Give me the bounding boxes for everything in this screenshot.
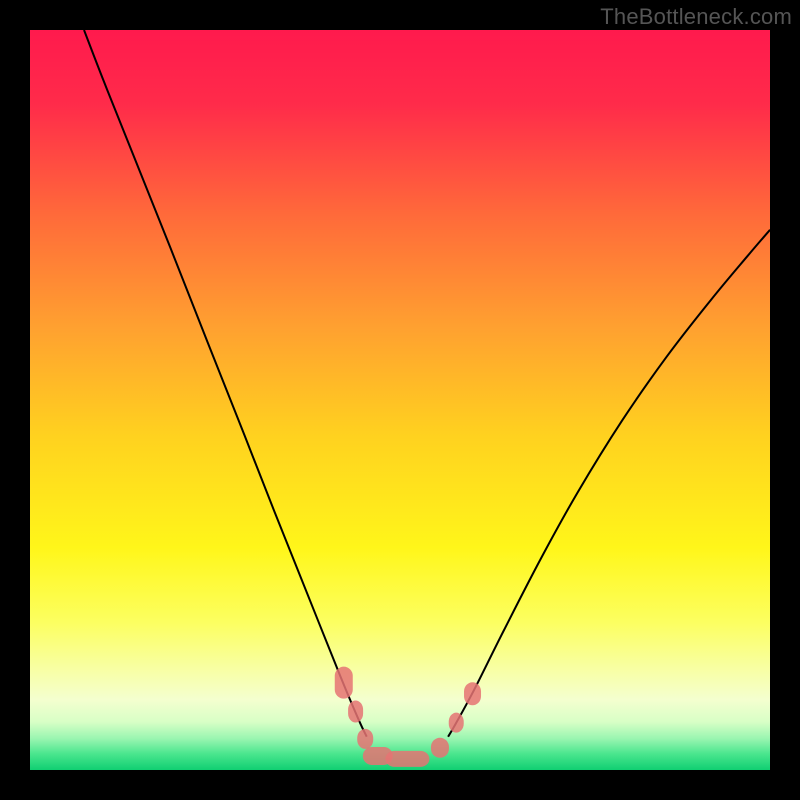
curve-marker [348,701,363,723]
curve-marker [335,667,353,699]
chart-plot-area [30,30,770,770]
watermark-text: TheBottleneck.com [600,4,792,30]
curve-marker [431,738,449,758]
curve-marker [357,729,373,749]
curve-marker [464,682,481,705]
curve-marker [385,751,429,767]
curve-marker [449,713,464,733]
gradient-background [30,30,770,770]
chart-svg [30,30,770,770]
